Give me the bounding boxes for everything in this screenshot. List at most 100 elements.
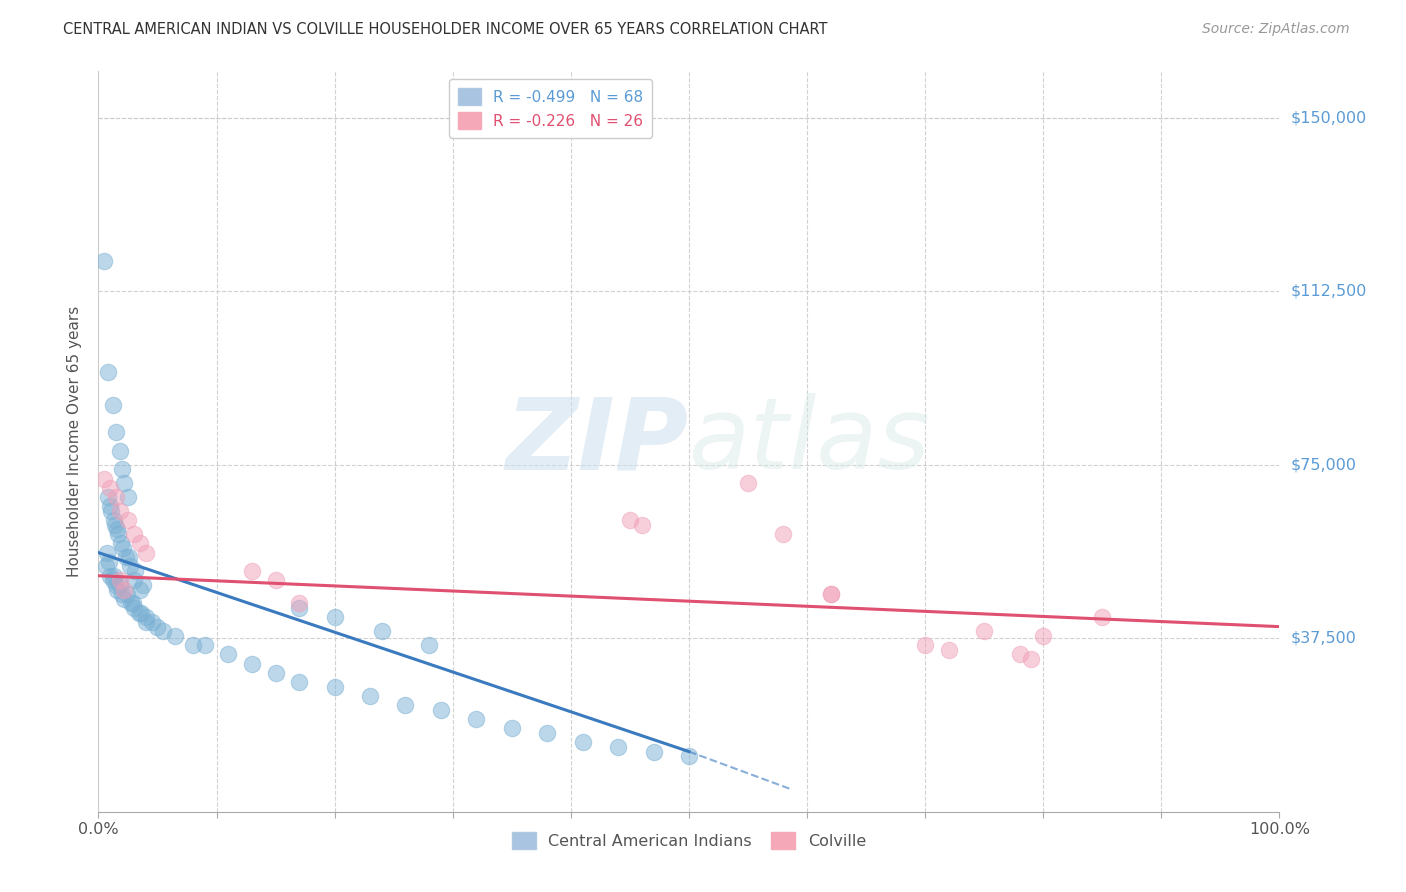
Point (112, 541, 135, 555)
Point (973, 624, 995, 639)
Point (371, 624, 394, 639)
Point (217, 648, 239, 662)
Point (240, 657, 263, 671)
Text: atlas: atlas (689, 393, 931, 490)
Point (105, 523, 128, 537)
Point (181, 638, 204, 652)
Point (141, 615, 163, 629)
Point (112, 582, 135, 597)
Point (103, 568, 125, 582)
Text: $75,000: $75,000 (1291, 458, 1357, 472)
Point (418, 638, 440, 652)
Point (121, 597, 143, 611)
Point (938, 642, 960, 657)
Point (100, 504, 122, 518)
Point (94, 559, 117, 574)
Point (128, 606, 150, 620)
Point (120, 559, 142, 574)
Text: ZIP: ZIP (506, 393, 689, 490)
Point (536, 726, 558, 740)
Point (122, 527, 145, 541)
Point (571, 735, 593, 749)
Point (607, 739, 630, 754)
Point (98, 555, 121, 569)
Point (115, 587, 138, 601)
Point (124, 564, 146, 578)
Point (1008, 648, 1031, 662)
Point (93, 471, 115, 485)
Point (98, 481, 121, 495)
Point (194, 638, 217, 652)
Point (121, 597, 143, 611)
Point (323, 680, 346, 694)
Point (118, 550, 141, 565)
Point (135, 545, 157, 560)
Point (501, 722, 523, 736)
Point (105, 582, 128, 597)
Point (465, 712, 488, 726)
Point (323, 610, 346, 624)
Point (1021, 652, 1043, 666)
Point (165, 629, 187, 643)
Point (105, 578, 128, 592)
Point (630, 517, 652, 532)
Point (128, 536, 150, 550)
Point (111, 462, 134, 476)
Point (135, 615, 157, 629)
Point (117, 513, 139, 527)
Point (146, 619, 169, 633)
Point (101, 574, 124, 588)
Point (108, 578, 131, 592)
Point (108, 443, 131, 458)
Point (1032, 629, 1054, 643)
Point (430, 703, 453, 717)
Point (132, 578, 155, 592)
Point (394, 698, 416, 713)
Point (359, 689, 381, 703)
Text: $37,500: $37,500 (1291, 631, 1357, 646)
Point (135, 610, 157, 624)
Point (108, 574, 131, 588)
Point (772, 527, 794, 541)
Point (914, 638, 936, 652)
Point (117, 490, 139, 504)
Point (98, 568, 121, 582)
Point (112, 591, 135, 606)
Point (107, 527, 129, 541)
Text: Source: ZipAtlas.com: Source: ZipAtlas.com (1202, 22, 1350, 37)
Point (108, 504, 131, 518)
Y-axis label: Householder Income Over 65 years: Householder Income Over 65 years (67, 306, 83, 577)
Point (152, 624, 174, 639)
Text: $150,000: $150,000 (1291, 110, 1367, 125)
Text: $112,500: $112,500 (1291, 284, 1367, 299)
Point (114, 550, 136, 565)
Point (737, 476, 759, 491)
Point (288, 675, 311, 690)
Point (93, 254, 115, 268)
Point (240, 564, 263, 578)
Text: CENTRAL AMERICAN INDIAN VS COLVILLE HOUSEHOLDER INCOME OVER 65 YEARS CORRELATION: CENTRAL AMERICAN INDIAN VS COLVILLE HOUS… (63, 22, 828, 37)
Point (110, 536, 132, 550)
Point (129, 606, 152, 620)
Point (820, 587, 842, 601)
Point (112, 476, 135, 491)
Point (104, 517, 127, 532)
Point (1091, 610, 1114, 624)
Point (97, 490, 120, 504)
Point (264, 574, 287, 588)
Point (128, 582, 150, 597)
Point (643, 745, 665, 759)
Point (96, 545, 118, 560)
Point (288, 601, 311, 615)
Point (264, 665, 287, 680)
Point (678, 749, 700, 764)
Point (820, 587, 842, 601)
Point (103, 513, 125, 527)
Point (105, 490, 128, 504)
Point (288, 597, 311, 611)
Legend: Central American Indians, Colville: Central American Indians, Colville (505, 825, 873, 855)
Point (122, 601, 145, 615)
Point (101, 398, 124, 412)
Point (122, 574, 145, 588)
Point (97, 365, 120, 379)
